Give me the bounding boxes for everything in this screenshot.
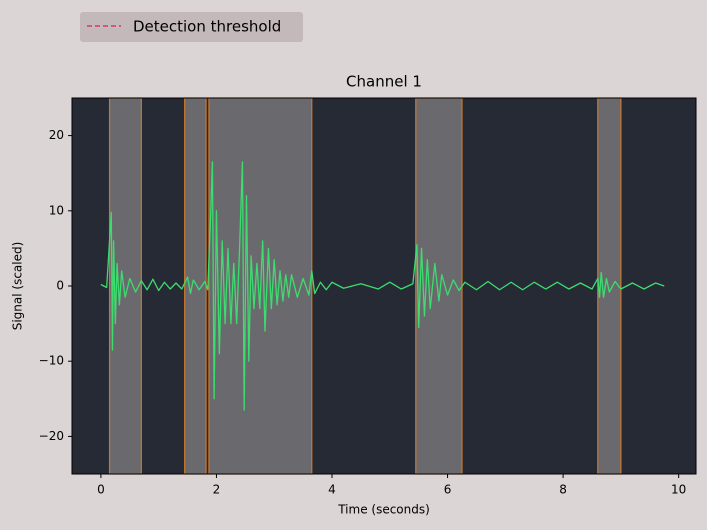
y-tick-label: 10 [49, 203, 64, 217]
y-tick-label: 20 [49, 128, 64, 142]
x-tick-label: 6 [444, 483, 452, 497]
y-tick-label: −20 [39, 429, 64, 443]
x-tick-label: 2 [213, 483, 221, 497]
signal-line [100, 161, 665, 411]
x-tick-label: 10 [671, 483, 686, 497]
detection-region [597, 97, 622, 475]
legend-box [80, 12, 303, 42]
chart-title: Channel 1 [346, 73, 422, 91]
legend-label: Detection threshold [133, 18, 281, 36]
x-tick-label: 0 [97, 483, 105, 497]
x-tick-label: 4 [328, 483, 336, 497]
y-tick-label: −10 [39, 354, 64, 368]
detection-region [184, 97, 207, 475]
y-tick-label: 0 [56, 279, 64, 293]
y-axis-label: Signal (scaled) [11, 242, 25, 331]
x-axis-label: Time (seconds) [337, 503, 430, 517]
x-tick-label: 8 [559, 483, 567, 497]
